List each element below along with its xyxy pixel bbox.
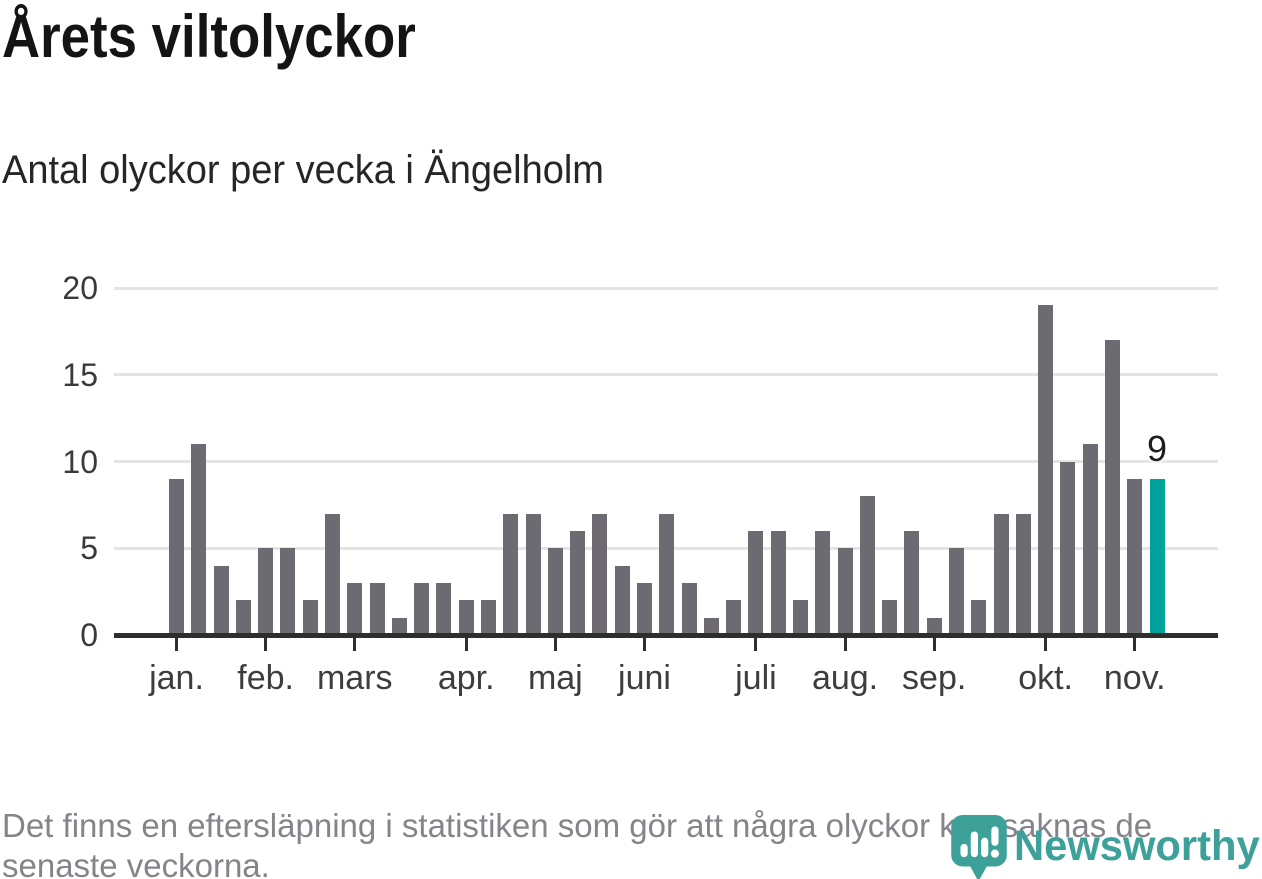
bar [258, 548, 274, 635]
month-tick-label: nov. [1103, 659, 1166, 697]
bar [213, 565, 229, 635]
bar [414, 582, 430, 635]
y-axis-tick-label: 5 [80, 530, 98, 567]
bar [1015, 513, 1031, 635]
bar [592, 513, 608, 635]
bar [280, 548, 296, 635]
bar [971, 600, 987, 635]
bar [302, 600, 318, 635]
bar [391, 617, 407, 635]
bar [191, 444, 207, 635]
bar [1082, 444, 1098, 635]
bar [748, 530, 764, 635]
bar [926, 617, 942, 635]
gridline [114, 286, 1218, 290]
month-tick-label: mars [316, 659, 393, 697]
month-tick [1133, 638, 1137, 651]
month-tick [1044, 638, 1048, 651]
x-axis-line [114, 633, 1218, 638]
bar [726, 600, 742, 635]
last-bar-value-label: 9 [1147, 427, 1168, 469]
y-axis-tick-label: 10 [62, 443, 98, 480]
bar [480, 600, 496, 635]
bar [547, 548, 563, 635]
bar [1038, 305, 1054, 635]
month-tick [264, 638, 268, 651]
bar [503, 513, 519, 635]
month-tick-label: juli [735, 659, 777, 697]
bar [235, 600, 251, 635]
y-axis-tick-label: 15 [62, 356, 98, 393]
bar [614, 565, 630, 635]
month-tick [464, 638, 468, 651]
gridline [114, 460, 1218, 463]
bar [659, 513, 675, 635]
gridline [114, 373, 1218, 377]
newsworthy-logo: Newsworthy [948, 812, 1260, 879]
bar [815, 530, 831, 635]
month-tick-label: okt. [1018, 659, 1074, 697]
month-tick-label: juni [618, 659, 671, 697]
bar [859, 496, 875, 635]
bar [837, 548, 853, 635]
bar [703, 617, 719, 635]
bar [636, 582, 652, 635]
bar-highlighted [1149, 478, 1165, 635]
chart-subtitle: Antal olyckor per vecka i Ängelholm [2, 148, 604, 192]
bar [525, 513, 541, 635]
bar [993, 513, 1009, 635]
footnote-line: senaste veckorna. [2, 847, 270, 879]
bar [1060, 461, 1076, 635]
month-tick-label: jan. [149, 659, 204, 697]
bar [1104, 340, 1120, 635]
month-tick [932, 638, 936, 651]
bar [347, 582, 363, 635]
y-axis-tick-label: 0 [80, 617, 98, 653]
bar [436, 582, 452, 635]
month-tick [353, 638, 357, 651]
month-tick-label: maj [527, 659, 583, 697]
month-tick [175, 638, 178, 651]
bar [169, 478, 184, 635]
bar [882, 600, 898, 635]
bar [1127, 478, 1143, 635]
month-tick [642, 638, 646, 651]
month-tick-label: aug. [811, 659, 879, 697]
bar [904, 530, 920, 635]
bar [458, 600, 474, 635]
month-tick [843, 638, 847, 651]
bar [792, 600, 808, 635]
bar [324, 513, 340, 635]
y-axis-tick-label: 20 [62, 270, 98, 306]
month-tick [553, 638, 557, 651]
chart-title: Årets viltolyckor [2, 3, 416, 70]
month-tick-label: sep. [902, 659, 967, 697]
month-tick [754, 638, 758, 651]
bar [770, 530, 786, 635]
bar [570, 530, 586, 635]
month-tick-label: apr. [437, 659, 495, 697]
bar [681, 582, 697, 635]
bar [369, 582, 385, 635]
bar [948, 548, 964, 635]
newsworthy-pin-barchart-icon [951, 815, 1007, 879]
newsworthy-wordmark: Newsworthy [1014, 822, 1260, 870]
month-tick-label: feb. [237, 659, 294, 697]
